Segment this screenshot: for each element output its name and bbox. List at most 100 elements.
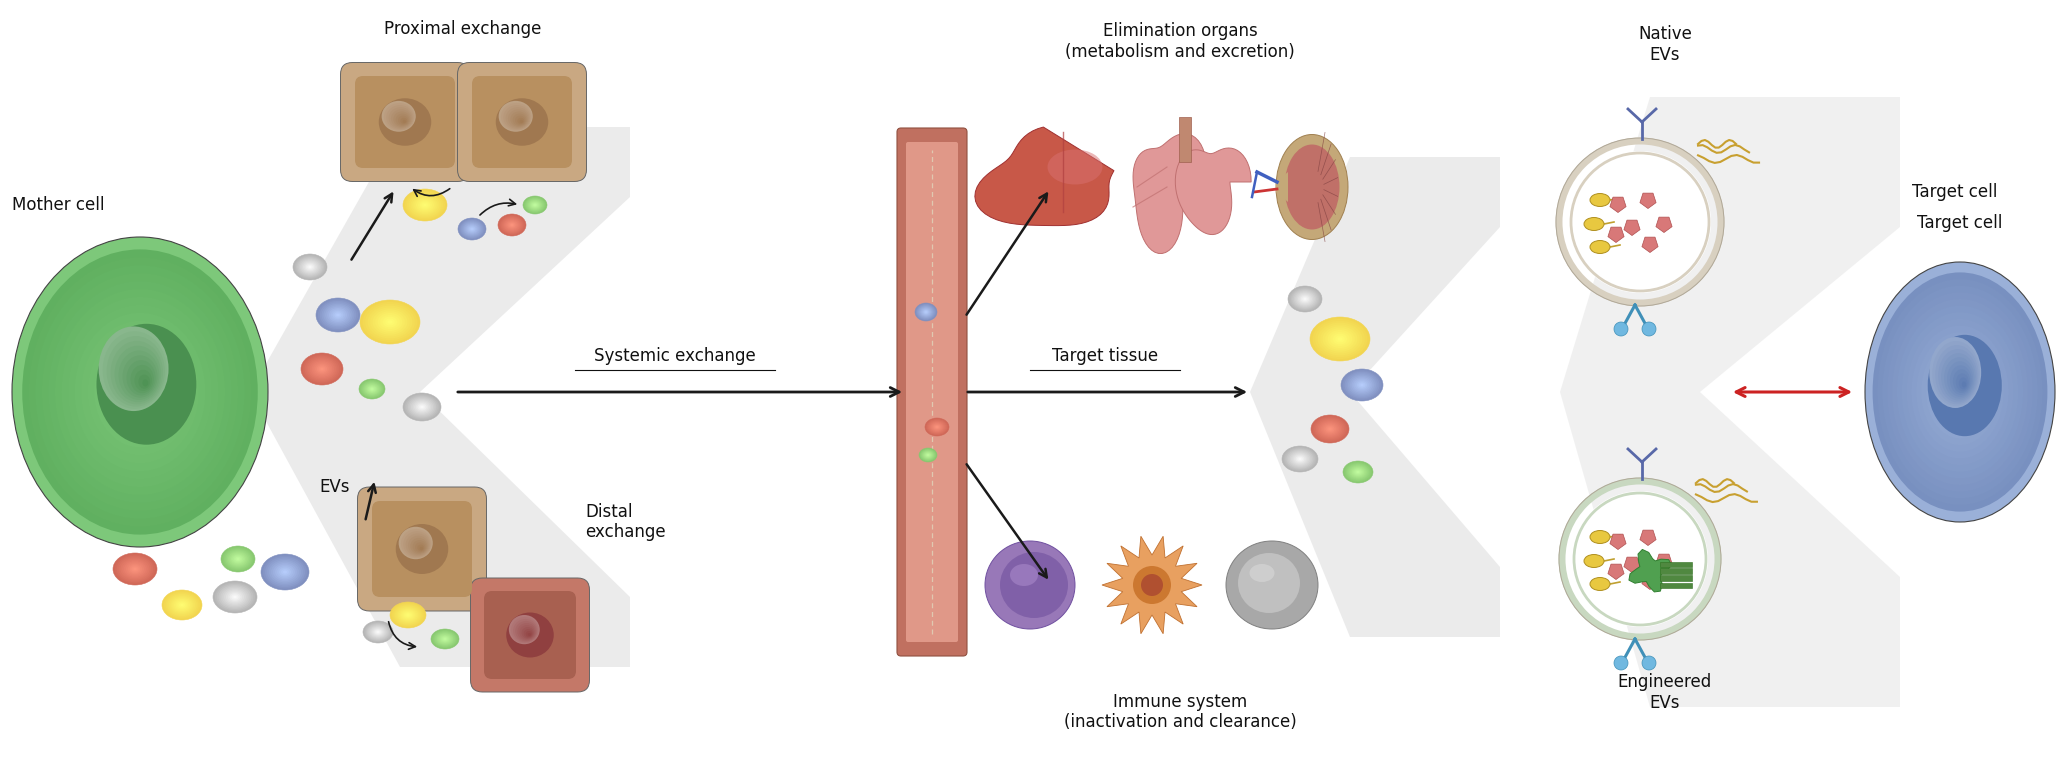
Ellipse shape xyxy=(509,223,515,227)
Ellipse shape xyxy=(1275,134,1347,239)
Ellipse shape xyxy=(280,569,288,575)
Ellipse shape xyxy=(931,423,943,431)
Ellipse shape xyxy=(1335,336,1345,343)
Ellipse shape xyxy=(412,400,431,414)
Ellipse shape xyxy=(513,619,538,643)
Ellipse shape xyxy=(1288,449,1314,469)
Ellipse shape xyxy=(929,422,943,432)
Ellipse shape xyxy=(1329,428,1331,430)
Ellipse shape xyxy=(274,565,295,580)
Ellipse shape xyxy=(507,221,517,229)
Ellipse shape xyxy=(225,549,251,569)
Ellipse shape xyxy=(406,614,410,616)
Ellipse shape xyxy=(315,298,360,332)
Ellipse shape xyxy=(231,553,245,564)
Ellipse shape xyxy=(410,399,433,415)
Ellipse shape xyxy=(297,257,323,277)
Ellipse shape xyxy=(383,316,398,327)
Ellipse shape xyxy=(927,420,948,434)
Ellipse shape xyxy=(1323,326,1358,352)
Ellipse shape xyxy=(919,448,937,462)
Ellipse shape xyxy=(529,200,542,210)
Ellipse shape xyxy=(1901,312,2019,472)
Ellipse shape xyxy=(1300,296,1310,302)
Ellipse shape xyxy=(511,224,513,226)
Ellipse shape xyxy=(921,449,935,461)
Ellipse shape xyxy=(134,384,146,400)
Ellipse shape xyxy=(97,324,196,444)
Ellipse shape xyxy=(459,220,484,239)
Polygon shape xyxy=(249,127,630,667)
Ellipse shape xyxy=(925,453,931,458)
Ellipse shape xyxy=(227,550,249,568)
Ellipse shape xyxy=(371,626,385,637)
Ellipse shape xyxy=(365,623,391,641)
Ellipse shape xyxy=(227,591,245,604)
Ellipse shape xyxy=(134,370,152,391)
Ellipse shape xyxy=(119,350,159,400)
Ellipse shape xyxy=(233,556,243,563)
Ellipse shape xyxy=(511,617,540,643)
Ellipse shape xyxy=(385,319,396,326)
Polygon shape xyxy=(1176,148,1250,235)
Ellipse shape xyxy=(301,353,344,385)
Ellipse shape xyxy=(229,591,243,602)
Ellipse shape xyxy=(1955,385,1965,399)
Polygon shape xyxy=(1656,217,1673,232)
Text: Systemic exchange: Systemic exchange xyxy=(593,347,756,365)
Ellipse shape xyxy=(381,101,416,132)
Ellipse shape xyxy=(531,202,540,208)
Ellipse shape xyxy=(299,258,321,276)
Ellipse shape xyxy=(175,600,190,610)
Ellipse shape xyxy=(334,312,342,318)
Ellipse shape xyxy=(499,214,525,236)
Ellipse shape xyxy=(1292,288,1318,310)
Ellipse shape xyxy=(332,309,346,321)
Ellipse shape xyxy=(1345,462,1372,482)
Ellipse shape xyxy=(126,563,144,576)
Ellipse shape xyxy=(468,226,476,232)
Ellipse shape xyxy=(404,611,412,618)
Text: Proximal exchange: Proximal exchange xyxy=(385,20,542,38)
Ellipse shape xyxy=(1292,454,1308,465)
Ellipse shape xyxy=(1298,458,1302,460)
FancyBboxPatch shape xyxy=(484,591,577,679)
Ellipse shape xyxy=(400,608,416,622)
Ellipse shape xyxy=(408,193,441,217)
Polygon shape xyxy=(1102,536,1201,634)
Ellipse shape xyxy=(360,300,420,344)
Ellipse shape xyxy=(1959,378,1967,389)
Ellipse shape xyxy=(917,304,935,320)
Ellipse shape xyxy=(74,313,206,471)
Ellipse shape xyxy=(307,265,313,269)
Ellipse shape xyxy=(367,305,412,339)
Ellipse shape xyxy=(1941,354,1976,400)
Ellipse shape xyxy=(1302,297,1308,301)
Ellipse shape xyxy=(62,297,218,487)
Text: Distal
exchange: Distal exchange xyxy=(585,503,665,542)
Ellipse shape xyxy=(1353,378,1370,392)
Polygon shape xyxy=(1611,534,1625,549)
Ellipse shape xyxy=(266,557,305,587)
Ellipse shape xyxy=(466,225,478,234)
Ellipse shape xyxy=(278,567,290,577)
Ellipse shape xyxy=(404,189,447,221)
Ellipse shape xyxy=(1938,349,1978,402)
Ellipse shape xyxy=(365,383,379,395)
Ellipse shape xyxy=(122,559,148,578)
Ellipse shape xyxy=(371,387,375,391)
Ellipse shape xyxy=(499,101,534,132)
Ellipse shape xyxy=(23,249,258,535)
Ellipse shape xyxy=(443,638,447,639)
Ellipse shape xyxy=(1323,423,1337,435)
Ellipse shape xyxy=(375,630,381,634)
Ellipse shape xyxy=(1288,451,1312,468)
Ellipse shape xyxy=(925,311,927,313)
Ellipse shape xyxy=(441,636,449,643)
Ellipse shape xyxy=(365,622,391,642)
Ellipse shape xyxy=(363,382,381,396)
Ellipse shape xyxy=(371,308,410,336)
Ellipse shape xyxy=(521,627,534,639)
Ellipse shape xyxy=(1294,455,1306,463)
Ellipse shape xyxy=(303,262,317,273)
